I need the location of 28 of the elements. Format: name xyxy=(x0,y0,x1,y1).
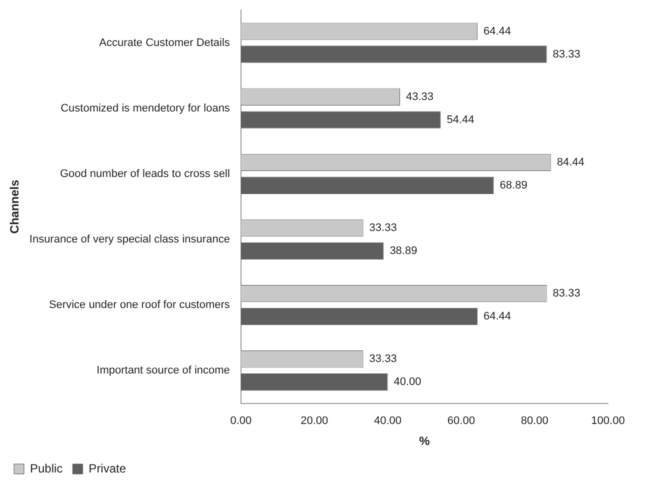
x-tick-label: 40.00 xyxy=(374,415,402,428)
x-tick-label: 80.00 xyxy=(520,415,548,428)
y-tick-label: Important source of income xyxy=(96,364,230,377)
legend-label: Private xyxy=(88,461,126,476)
y-tick-label: Insurance of very special class insurance xyxy=(29,234,230,246)
data-label: 83.33 xyxy=(552,48,580,60)
data-label: 43.33 xyxy=(406,90,434,103)
data-label: 64.44 xyxy=(483,25,512,38)
y-axis-title: Channels xyxy=(8,179,22,234)
x-tick-label: 0.00 xyxy=(230,415,252,428)
data-label: 84.44 xyxy=(556,156,584,168)
data-label: 33.33 xyxy=(369,353,397,366)
y-tick-label: Good number of leads to cross sell xyxy=(60,168,230,180)
x-tick-label: 20.00 xyxy=(300,415,328,428)
data-label: 54.44 xyxy=(446,114,474,126)
y-tick-label: Service under one roof for customers xyxy=(48,299,230,312)
x-tick-label: 100.00 xyxy=(591,415,625,428)
data-label: 38.89 xyxy=(390,244,418,257)
x-axis-title: % xyxy=(419,434,430,448)
y-tick-label: Accurate Customer Details xyxy=(99,36,230,49)
data-label: 64.44 xyxy=(483,310,512,323)
data-label: 33.33 xyxy=(369,222,397,234)
data-label: 83.33 xyxy=(552,288,580,300)
y-tick-label: Customized is mendetory for loans xyxy=(60,102,230,114)
data-label: 68.89 xyxy=(500,179,528,192)
legend-label: Public xyxy=(30,461,63,476)
x-tick-label: 60.00 xyxy=(447,415,475,428)
data-label: 40.00 xyxy=(394,376,422,388)
